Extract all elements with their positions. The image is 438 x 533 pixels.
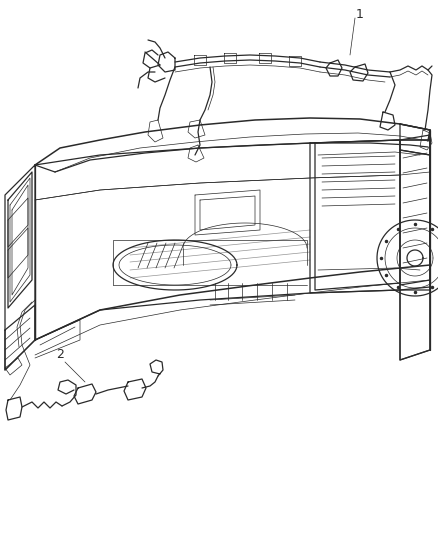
Text: 1: 1 (356, 7, 364, 20)
Text: 2: 2 (56, 349, 64, 361)
